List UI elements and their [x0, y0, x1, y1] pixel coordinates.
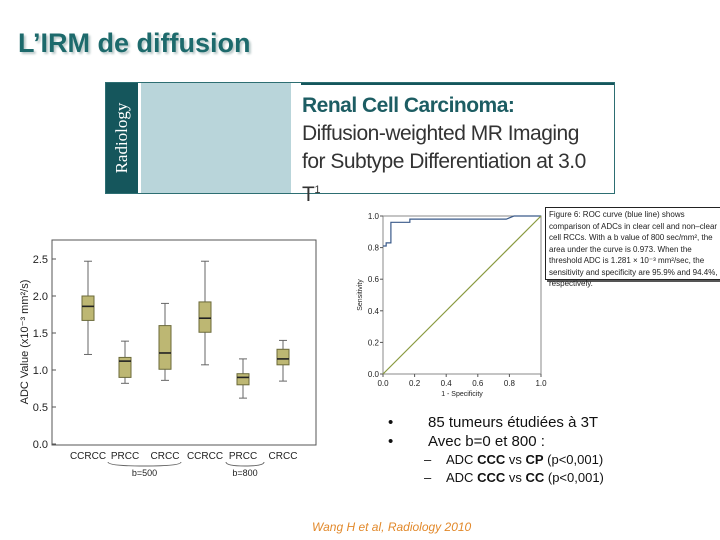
box [276, 348, 290, 366]
group-label: b=800 [232, 468, 257, 478]
banner-panel [141, 83, 291, 193]
sub-bullet-item: – ADC CCC vs CC (p<0,001) [424, 469, 604, 487]
y-tick-label: 0.6 [368, 275, 380, 284]
boxplot-frame [51, 239, 317, 446]
y-tick-label: 0.2 [368, 338, 380, 347]
y-axis-label: Sensitivity [357, 279, 364, 311]
article-title-rest: Diffusion-weighted MR Imaging for Subtyp… [302, 122, 586, 206]
category-label: CRCC [269, 451, 298, 462]
bullet-item: • Avec b=0 et 800 : [388, 432, 604, 451]
bullet-list: • 85 tumeurs étudiées à 3T • Avec b=0 et 8… [388, 413, 604, 487]
x-tick-label: 0.4 [441, 379, 453, 388]
y-tick-label: 0.8 [368, 244, 380, 253]
bullet-text: 85 tumeurs étudiées à 3T [428, 414, 599, 431]
x-tick-label: 0.8 [504, 379, 516, 388]
category-label: PRCC [111, 451, 139, 462]
box [81, 295, 95, 321]
y-tick-label: 0.4 [368, 307, 380, 316]
y-tick-label: 0.0 [33, 439, 48, 451]
x-tick-label: 1.0 [535, 379, 547, 388]
sub-bullet-item: – ADC CCC vs CP (p<0,001) [424, 451, 604, 469]
y-tick-label: 0.0 [368, 370, 380, 379]
x-tick-label: 0.2 [409, 379, 421, 388]
category-label: CCRCC [187, 451, 223, 462]
group-brace [225, 461, 265, 467]
y-tick-label: 1.0 [33, 365, 48, 377]
journal-strip: Radiology [106, 83, 138, 193]
group-label: b=500 [132, 468, 157, 478]
box [158, 325, 172, 370]
x-tick-label: 0.6 [472, 379, 484, 388]
article-title-sup: 1 [314, 184, 320, 196]
y-tick-label: 0.5 [33, 402, 48, 414]
group-brace [107, 461, 182, 467]
reference-line [382, 215, 542, 375]
y-tick-label: 2.5 [33, 254, 48, 266]
y-tick-label: 1.0 [368, 212, 380, 221]
sub-bullet-text: ADC CCC vs CP (p<0,001) [446, 452, 604, 467]
bullet-item: • 85 tumeurs étudiées à 3T [388, 413, 604, 432]
figure-caption: Figure 6: ROC curve (blue line) shows co… [545, 207, 720, 288]
x-axis-label: 1 - Specificity [441, 391, 483, 398]
category-label: PRCC [229, 451, 257, 462]
category-label: CRCC [151, 451, 180, 462]
article-banner: Radiology Renal Cell Carcinoma: Diffusio… [105, 82, 615, 206]
bullet-marker: • [388, 433, 394, 450]
citation: Wang H et al, Radiology 2010 [312, 520, 472, 534]
box [236, 373, 250, 386]
article-title-bold: Renal Cell Carcinoma: [302, 94, 515, 117]
category-label: CCRCC [70, 451, 106, 462]
banner-rule [301, 83, 614, 85]
slide-title: L’IRM de diffusion [18, 28, 251, 58]
bullet-marker: • [388, 414, 394, 431]
sub-bullet-text: ADC CCC vs CC (p<0,001) [446, 470, 604, 485]
sub-bullet-marker: – [424, 452, 432, 467]
roc-curve [383, 215, 541, 247]
sub-bullet-marker: – [424, 470, 432, 485]
box [118, 356, 132, 378]
roc-frame [382, 215, 542, 375]
y-axis-label: ADC Value (x10⁻³ mm²/s) [19, 280, 31, 405]
y-tick-label: 2.0 [33, 291, 48, 303]
bullet-text: Avec b=0 et 800 : [428, 433, 545, 450]
article-title: Renal Cell Carcinoma: Diffusion-weighted… [302, 92, 602, 209]
box [198, 301, 212, 333]
x-tick-label: 0.0 [377, 379, 389, 388]
y-tick-label: 1.5 [33, 328, 48, 340]
